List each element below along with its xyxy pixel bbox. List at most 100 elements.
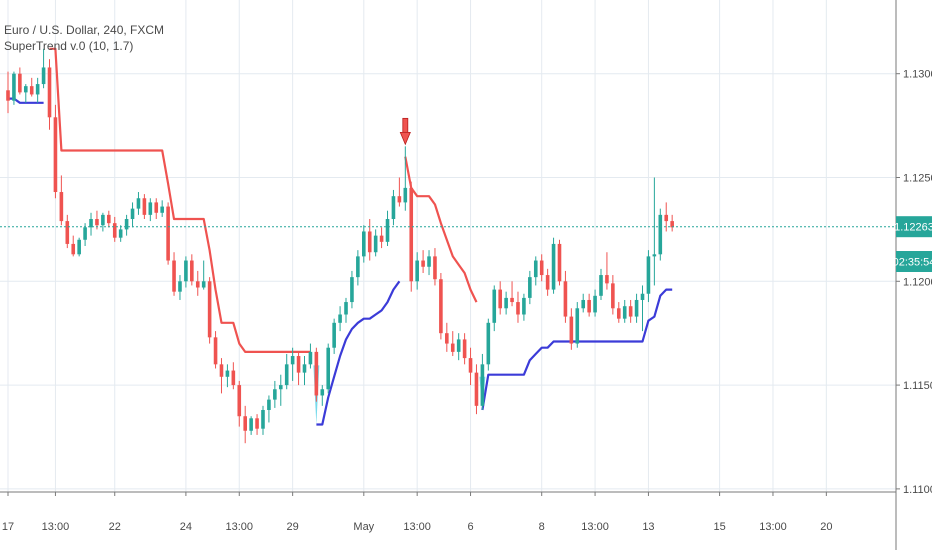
candle [403, 146, 408, 211]
candle-body [148, 202, 153, 215]
candle-body [474, 372, 479, 406]
supertrend-segment-up [316, 280, 401, 426]
price-tick-label: 1.11500 [903, 380, 932, 392]
candle [142, 194, 147, 220]
candle-body [563, 281, 568, 317]
candle-body [486, 322, 491, 365]
candle-body [367, 231, 372, 253]
candle [611, 275, 615, 315]
candle-body [415, 260, 419, 282]
candle [296, 351, 301, 386]
candle [308, 343, 313, 369]
candle [362, 225, 366, 263]
candle [652, 177, 657, 286]
candle-body [646, 256, 651, 294]
candle-body [498, 289, 502, 309]
candle-body [350, 277, 354, 303]
candle-body [213, 337, 218, 365]
price-tick-label: 1.12000 [903, 276, 932, 288]
candle-body [207, 281, 212, 338]
candle-body [516, 302, 520, 315]
time-tick-label: 13:00 [759, 521, 787, 533]
candle [456, 333, 461, 361]
candle-body [107, 214, 111, 224]
time-tick-label: May [353, 521, 374, 533]
time-tick-label: 13:00 [403, 521, 431, 533]
candle [373, 229, 378, 257]
candle-body [201, 281, 206, 288]
candle [284, 353, 289, 390]
candle [385, 210, 390, 246]
candle [213, 331, 218, 369]
candle [628, 299, 633, 323]
candle [516, 291, 520, 323]
candle-body [53, 117, 58, 193]
candle-body [6, 90, 10, 101]
candle-body [427, 256, 431, 267]
candle-body [231, 370, 236, 386]
candle [367, 219, 372, 261]
candle-body [326, 347, 331, 390]
time-tick-label: 13 [642, 521, 654, 533]
chart-grid [0, 0, 896, 492]
candle-body [243, 416, 247, 431]
candle-body [391, 196, 396, 220]
candle-body [118, 229, 123, 238]
candle-body [528, 277, 532, 298]
candle-body [622, 306, 627, 319]
candle [41, 48, 46, 89]
candle [53, 104, 58, 199]
time-tick-label: 24 [180, 521, 192, 533]
candle [397, 177, 402, 207]
candle [160, 200, 164, 217]
candlesticks[interactable] [6, 48, 674, 444]
candle [427, 250, 431, 276]
candle-body [314, 351, 319, 396]
candle-body [433, 256, 437, 280]
candle [201, 260, 206, 290]
candle-body [640, 293, 645, 300]
candle [486, 318, 491, 371]
candle-body [190, 260, 194, 282]
candle-body [652, 254, 657, 257]
candle-body [29, 86, 34, 95]
candle [622, 299, 627, 323]
candle-body [35, 84, 40, 95]
candle-body [456, 339, 461, 352]
candle [12, 71, 16, 105]
time-tick-label: 13:00 [226, 521, 254, 533]
candle [255, 414, 259, 435]
arrow-shaft [402, 117, 409, 133]
candle-body [225, 370, 230, 377]
candle-body [320, 389, 325, 396]
candle [332, 318, 336, 354]
candle [569, 308, 574, 350]
time-tick-label: 13:00 [581, 521, 609, 533]
candle-body [136, 198, 141, 209]
candle-body [255, 418, 259, 429]
candle-body [296, 356, 301, 373]
candle [326, 343, 331, 394]
candle [184, 256, 188, 288]
candle-body [539, 260, 544, 276]
candle-body [284, 364, 289, 386]
candle [225, 364, 230, 388]
candle [634, 293, 639, 323]
candle [278, 374, 283, 406]
candle [59, 175, 64, 226]
price-tick-label: 1.11000 [903, 484, 932, 496]
candle-body [273, 389, 277, 400]
time-tick-label: 17 [2, 521, 14, 533]
candle-body [237, 385, 242, 417]
candle [231, 362, 236, 390]
candle [273, 380, 277, 408]
candle [480, 353, 485, 410]
candle-body [338, 314, 342, 323]
candle [29, 77, 34, 97]
time-tick-label: 15 [713, 521, 725, 533]
candle-body [166, 206, 170, 261]
candle [107, 210, 111, 228]
candle-body [302, 364, 307, 373]
